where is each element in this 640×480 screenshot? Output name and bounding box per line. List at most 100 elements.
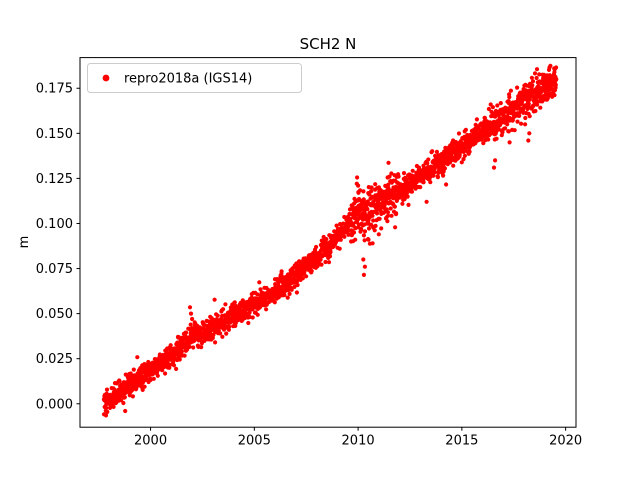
scatter-point-outlier (370, 241, 375, 246)
scatter-point (258, 287, 263, 292)
scatter-point (272, 300, 277, 305)
scatter-point (334, 223, 339, 228)
scatter-point (155, 369, 160, 375)
scatter-point (177, 357, 182, 362)
scatter-point (246, 320, 251, 326)
scatter-point (389, 171, 394, 176)
scatter-point (215, 313, 220, 318)
scatter-point (388, 206, 393, 211)
scatter-point (279, 269, 284, 274)
scatter-point (534, 75, 539, 81)
scatter-point (507, 95, 512, 100)
scatter-point (365, 207, 370, 212)
scatter-point (396, 174, 401, 179)
scatter-point (373, 182, 378, 187)
scatter-point (490, 105, 495, 110)
scatter-point (456, 131, 462, 136)
scatter-point (282, 292, 287, 298)
scatter-point (550, 49, 554, 53)
scatter-point (426, 157, 431, 162)
scatter-point (304, 274, 309, 279)
y-tick-label: 0.075 (36, 262, 73, 277)
scatter-point (462, 153, 467, 158)
scatter-point (441, 173, 446, 178)
scatter-point (500, 130, 505, 135)
scatter-point (318, 257, 323, 262)
scatter-point (554, 65, 559, 70)
scatter-point (276, 280, 281, 285)
scatter-point (255, 312, 260, 317)
axes-frame (79, 57, 577, 428)
scatter-point (223, 302, 228, 307)
scatter-point (532, 71, 538, 76)
scatter-point (104, 405, 109, 411)
scatter-point (495, 103, 500, 108)
scatter-point (538, 105, 543, 110)
scatter-point (182, 353, 187, 358)
legend-frame (87, 63, 302, 93)
scatter-point (294, 290, 299, 295)
scatter-point (537, 72, 542, 77)
x-tick-label: 2020 (549, 434, 582, 449)
y-axis-ticks: 0.000 0.025 0.050 0.075 0.100 0.125 0.150 0.175 (36, 82, 80, 412)
scatter-point (552, 93, 557, 98)
x-tick-label: 2000 (134, 434, 167, 449)
scatter-point-outlier (424, 199, 429, 204)
scatter-point (162, 364, 167, 369)
scatter-point (402, 196, 407, 202)
scatter-point (432, 170, 438, 175)
scatter-point (386, 213, 391, 218)
scatter-point (425, 161, 430, 166)
scatter-point (461, 157, 466, 162)
scatter-point (314, 244, 319, 250)
scatter-point (151, 376, 156, 381)
scatter-point (168, 343, 173, 348)
scatter-point (554, 77, 559, 82)
scatter-point (300, 276, 305, 281)
scatter-point-outlier (376, 232, 381, 237)
scatter-point (135, 355, 140, 360)
scatter-point (523, 115, 528, 121)
scatter-point (302, 269, 307, 274)
scatter-point (117, 379, 122, 384)
scatter-point-outlier (362, 264, 367, 269)
scatter-point (155, 373, 160, 378)
scatter-point (220, 334, 225, 339)
scatter-point (309, 268, 314, 274)
scatter-point (374, 211, 380, 216)
scatter-point (199, 345, 204, 350)
scatter-point (401, 171, 407, 176)
scatter-point (338, 222, 343, 227)
scatter-point (342, 214, 347, 220)
scatter-point (313, 249, 318, 254)
scatter-point (435, 175, 440, 180)
scatter-point (104, 387, 110, 392)
scatter-point (287, 291, 292, 296)
scatter-point (292, 284, 297, 289)
scatter-point-outlier (493, 158, 498, 163)
y-tick-label: 0.150 (36, 127, 73, 142)
scatter-point (183, 330, 189, 335)
scatter-point (319, 262, 324, 267)
scatter-point (122, 395, 127, 400)
scatter-point (328, 250, 333, 255)
scatter-point (526, 101, 531, 106)
scatter-point (533, 108, 538, 114)
scatter-point (405, 194, 410, 199)
scatter-point (394, 211, 399, 216)
scatter-point (324, 237, 329, 242)
scatter-point (451, 163, 456, 168)
scatter-point (142, 384, 147, 389)
scatter-point (289, 287, 294, 292)
y-tick-label: 0.125 (36, 172, 73, 187)
scatter-point-outlier (361, 272, 366, 277)
scatter-point (527, 114, 532, 119)
scatter-point (385, 210, 391, 215)
scatter-point (421, 180, 426, 185)
x-tick-label: 2005 (238, 434, 271, 449)
scatter-point (179, 349, 184, 354)
chart-title: SCH2 N (300, 35, 357, 53)
scatter-point (212, 297, 217, 302)
scatter-point (327, 254, 333, 259)
scatter-point (459, 160, 464, 165)
